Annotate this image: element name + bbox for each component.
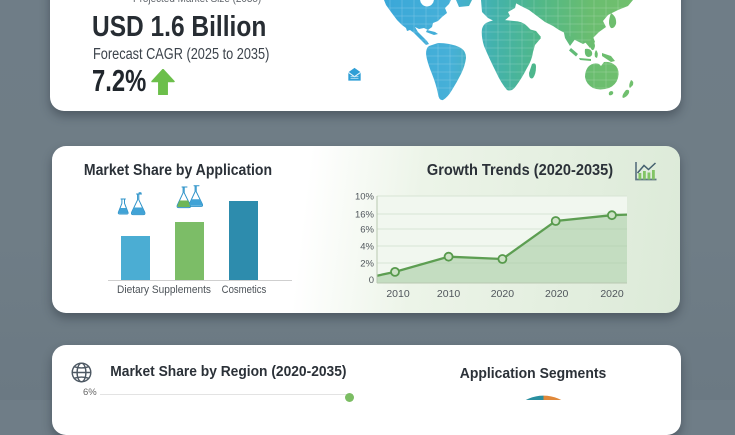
svg-text:2010: 2010: [386, 288, 410, 300]
svg-text:2%: 2%: [360, 259, 374, 270]
svg-text:2010: 2010: [437, 288, 461, 300]
svg-text:6%: 6%: [360, 225, 374, 236]
svg-text:10%: 10%: [355, 192, 375, 203]
svg-text:4%: 4%: [360, 242, 374, 253]
svg-text:2020: 2020: [491, 288, 515, 300]
svg-text:2020: 2020: [600, 288, 624, 300]
svg-text:16%: 16%: [355, 210, 375, 221]
svg-text:0: 0: [369, 275, 374, 286]
svg-text:2020: 2020: [545, 288, 569, 300]
